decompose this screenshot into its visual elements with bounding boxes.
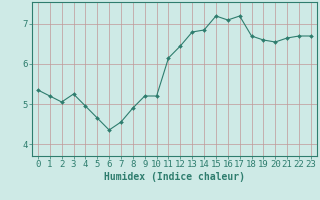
X-axis label: Humidex (Indice chaleur): Humidex (Indice chaleur) (104, 172, 245, 182)
